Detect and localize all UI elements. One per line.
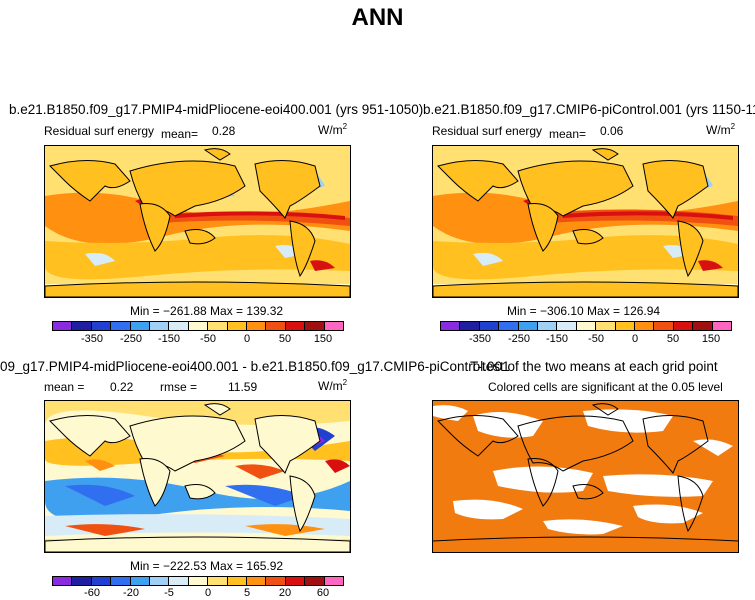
cbar-swatch xyxy=(247,322,267,330)
panel1-mean-label: mean= xyxy=(161,127,199,141)
colorbar-tick: -60 xyxy=(84,587,100,599)
colorbar-tick: -50 xyxy=(200,333,216,345)
cbar-swatch xyxy=(266,577,286,585)
colorbar-tick: -250 xyxy=(507,333,531,345)
colorbar-tick: 0 xyxy=(631,333,639,345)
colorbar-tick: -5 xyxy=(164,587,174,599)
panel2-minmax: Min = −306.10 Max = 126.94 xyxy=(507,304,661,318)
panel4-subtitle: Colored cells are significant at the 0.0… xyxy=(488,380,723,394)
panel3-map xyxy=(44,400,351,553)
panel3-case-title: 09_g17.PMIP4-midPliocene-eoi400.001 - b.… xyxy=(0,359,510,374)
cbar-swatch xyxy=(635,322,655,330)
cbar-swatch xyxy=(130,322,151,330)
page-title: ANN xyxy=(351,4,404,31)
panel4-title: T-test of the two means at each grid poi… xyxy=(470,359,718,374)
cbar-swatch xyxy=(673,322,694,330)
panel2-variable-label: Residual surf energy xyxy=(432,124,543,138)
panel3-colorbar xyxy=(52,576,344,586)
cbar-swatch xyxy=(188,577,209,585)
cbar-swatch xyxy=(72,577,92,585)
cbar-swatch xyxy=(169,322,189,330)
cbar-swatch xyxy=(693,322,713,330)
panel2-mean-value: 0.06 xyxy=(600,124,624,138)
panel2-colorbar xyxy=(440,321,732,331)
cbar-swatch xyxy=(111,577,131,585)
colorbar-tick: -350 xyxy=(468,333,492,345)
colorbar-tick: 50 xyxy=(666,333,680,345)
cbar-swatch xyxy=(247,577,267,585)
cbar-swatch xyxy=(227,322,248,330)
cbar-swatch xyxy=(518,322,539,330)
cbar-swatch xyxy=(460,322,480,330)
panel3-mean-label: mean = xyxy=(44,380,85,394)
panel4-map xyxy=(432,400,739,553)
cbar-swatch xyxy=(266,322,286,330)
cbar-swatch xyxy=(441,322,461,330)
cbar-swatch xyxy=(654,322,674,330)
cbar-swatch xyxy=(285,322,306,330)
colorbar-tick: -150 xyxy=(545,333,569,345)
panel1-case-title: b.e21.B1850.f09_g17.PMIP4-midPliocene-eo… xyxy=(9,102,424,117)
colorbar-tick: -250 xyxy=(119,333,143,345)
panel1-colorbar xyxy=(52,321,344,331)
panel3-minmax: Min = −222.53 Max = 165.92 xyxy=(130,559,284,573)
cbar-swatch xyxy=(72,322,92,330)
colorbar-tick: -20 xyxy=(123,587,139,599)
panel1-map xyxy=(44,145,351,298)
cbar-swatch xyxy=(305,322,325,330)
cbar-swatch xyxy=(305,577,325,585)
colorbar-tick: 5 xyxy=(243,587,251,599)
cbar-swatch xyxy=(169,577,189,585)
cbar-swatch xyxy=(53,322,73,330)
colorbar-tick: 20 xyxy=(278,587,292,599)
panel2-map xyxy=(432,145,739,298)
cbar-swatch xyxy=(324,322,344,330)
panel2-units: W/m2 xyxy=(706,122,736,137)
cbar-swatch xyxy=(557,322,577,330)
colorbar-tick: -50 xyxy=(588,333,604,345)
cbar-swatch xyxy=(596,322,616,330)
cbar-swatch xyxy=(712,322,732,330)
cbar-swatch xyxy=(111,322,131,330)
colorbar-tick: 150 xyxy=(313,333,333,345)
panel1-mean-value: 0.28 xyxy=(212,124,236,138)
cbar-swatch xyxy=(91,322,112,330)
panel1-variable-label: Residual surf energy xyxy=(44,124,155,138)
cbar-swatch xyxy=(285,577,306,585)
cbar-swatch xyxy=(150,322,170,330)
colorbar-tick: 0 xyxy=(243,333,251,345)
cbar-swatch xyxy=(576,322,597,330)
panel2-mean-label: mean= xyxy=(549,127,587,141)
cbar-swatch xyxy=(324,577,344,585)
cbar-swatch xyxy=(130,577,151,585)
panel3-rmse-value: 11.59 xyxy=(228,380,258,394)
panel1-minmax: Min = −261.88 Max = 139.32 xyxy=(130,304,284,318)
panel2-case-title: b.e21.B1850.f09_g17.CMIP6-piControl.001 … xyxy=(423,102,755,117)
cbar-swatch xyxy=(615,322,636,330)
cbar-swatch xyxy=(150,577,170,585)
panel3-rmse-label: rmse = xyxy=(160,380,198,394)
colorbar-tick: 150 xyxy=(701,333,721,345)
colorbar-tick: -150 xyxy=(157,333,181,345)
cbar-swatch xyxy=(538,322,558,330)
cbar-swatch xyxy=(499,322,519,330)
panel3-mean-value: 0.22 xyxy=(110,380,134,394)
panel1-units: W/m2 xyxy=(318,122,348,137)
cbar-swatch xyxy=(208,577,228,585)
cbar-swatch xyxy=(53,577,73,585)
cbar-swatch xyxy=(188,322,209,330)
colorbar-tick: -350 xyxy=(80,333,104,345)
cbar-swatch xyxy=(227,577,248,585)
cbar-swatch xyxy=(91,577,112,585)
colorbar-tick: 60 xyxy=(316,587,330,599)
cbar-swatch xyxy=(479,322,500,330)
cbar-swatch xyxy=(208,322,228,330)
panel3-units: W/m2 xyxy=(318,378,348,393)
colorbar-tick: 0 xyxy=(204,587,212,599)
colorbar-tick: 50 xyxy=(278,333,292,345)
